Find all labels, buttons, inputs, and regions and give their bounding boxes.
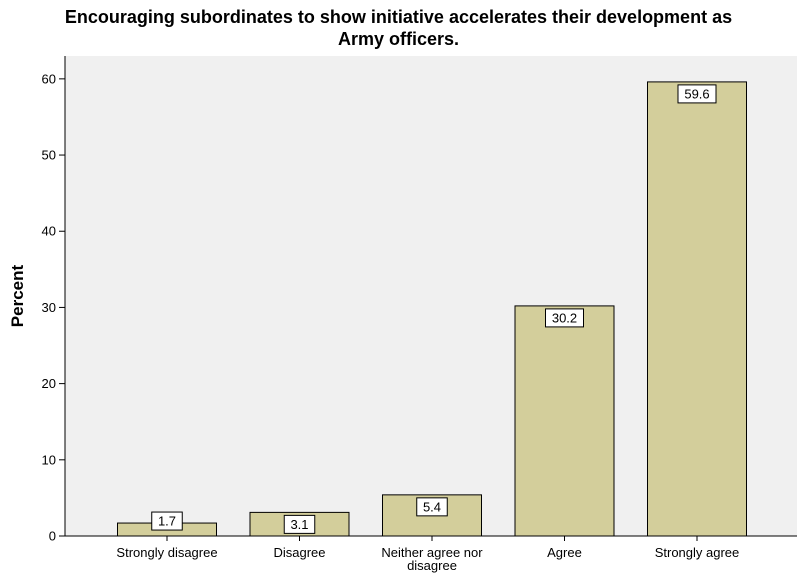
y-tick-label: 60 [42, 71, 56, 86]
data-label: 1.7 [158, 514, 176, 529]
y-tick-label: 10 [42, 452, 56, 467]
bar [647, 81, 747, 537]
x-tick-label: Strongly disagree [116, 545, 217, 560]
data-label-box [545, 308, 584, 328]
data-label-box [416, 497, 448, 517]
x-axis: Strongly disagree Disagree Neither agree n… [65, 535, 797, 573]
y-tick-label: 30 [42, 300, 56, 315]
x-tick-label-line: Agree [547, 545, 582, 560]
x-tick-label: Strongly agree [655, 545, 740, 560]
y-axis: 0 10 20 30 40 50 60 [42, 56, 66, 544]
x-tick-label-line: disagree [407, 558, 457, 573]
data-label: 3.1 [290, 517, 308, 532]
y-tick-label: 40 [42, 224, 56, 239]
data-label: 59.6 [684, 86, 709, 101]
x-tick-label: Agree [547, 545, 582, 560]
x-tick-label: Neither agree nor disagree [381, 545, 483, 573]
x-tick-label-line: Strongly agree [655, 545, 740, 560]
y-tick-label: 20 [42, 376, 56, 391]
data-label: 5.4 [423, 499, 441, 514]
bars: 1.7 3.1 5.4 30.2 59.6 [117, 81, 747, 537]
data-label: 30.2 [552, 310, 577, 325]
y-tick-label: 0 [49, 529, 56, 544]
y-axis-label: Percent [8, 264, 27, 327]
chart-title: Encouraging subordinates to show initiat… [64, 7, 733, 49]
data-label-box [283, 514, 316, 534]
x-tick-label-line: Strongly disagree [116, 545, 217, 560]
data-label-box [151, 511, 183, 531]
bar [514, 305, 615, 537]
data-label-box [677, 84, 717, 104]
x-tick-label-line: Disagree [273, 545, 325, 560]
y-tick-label: 50 [42, 148, 56, 163]
x-tick-label-line: Neither agree nor [381, 545, 483, 560]
x-tick-label: Disagree [273, 545, 325, 560]
